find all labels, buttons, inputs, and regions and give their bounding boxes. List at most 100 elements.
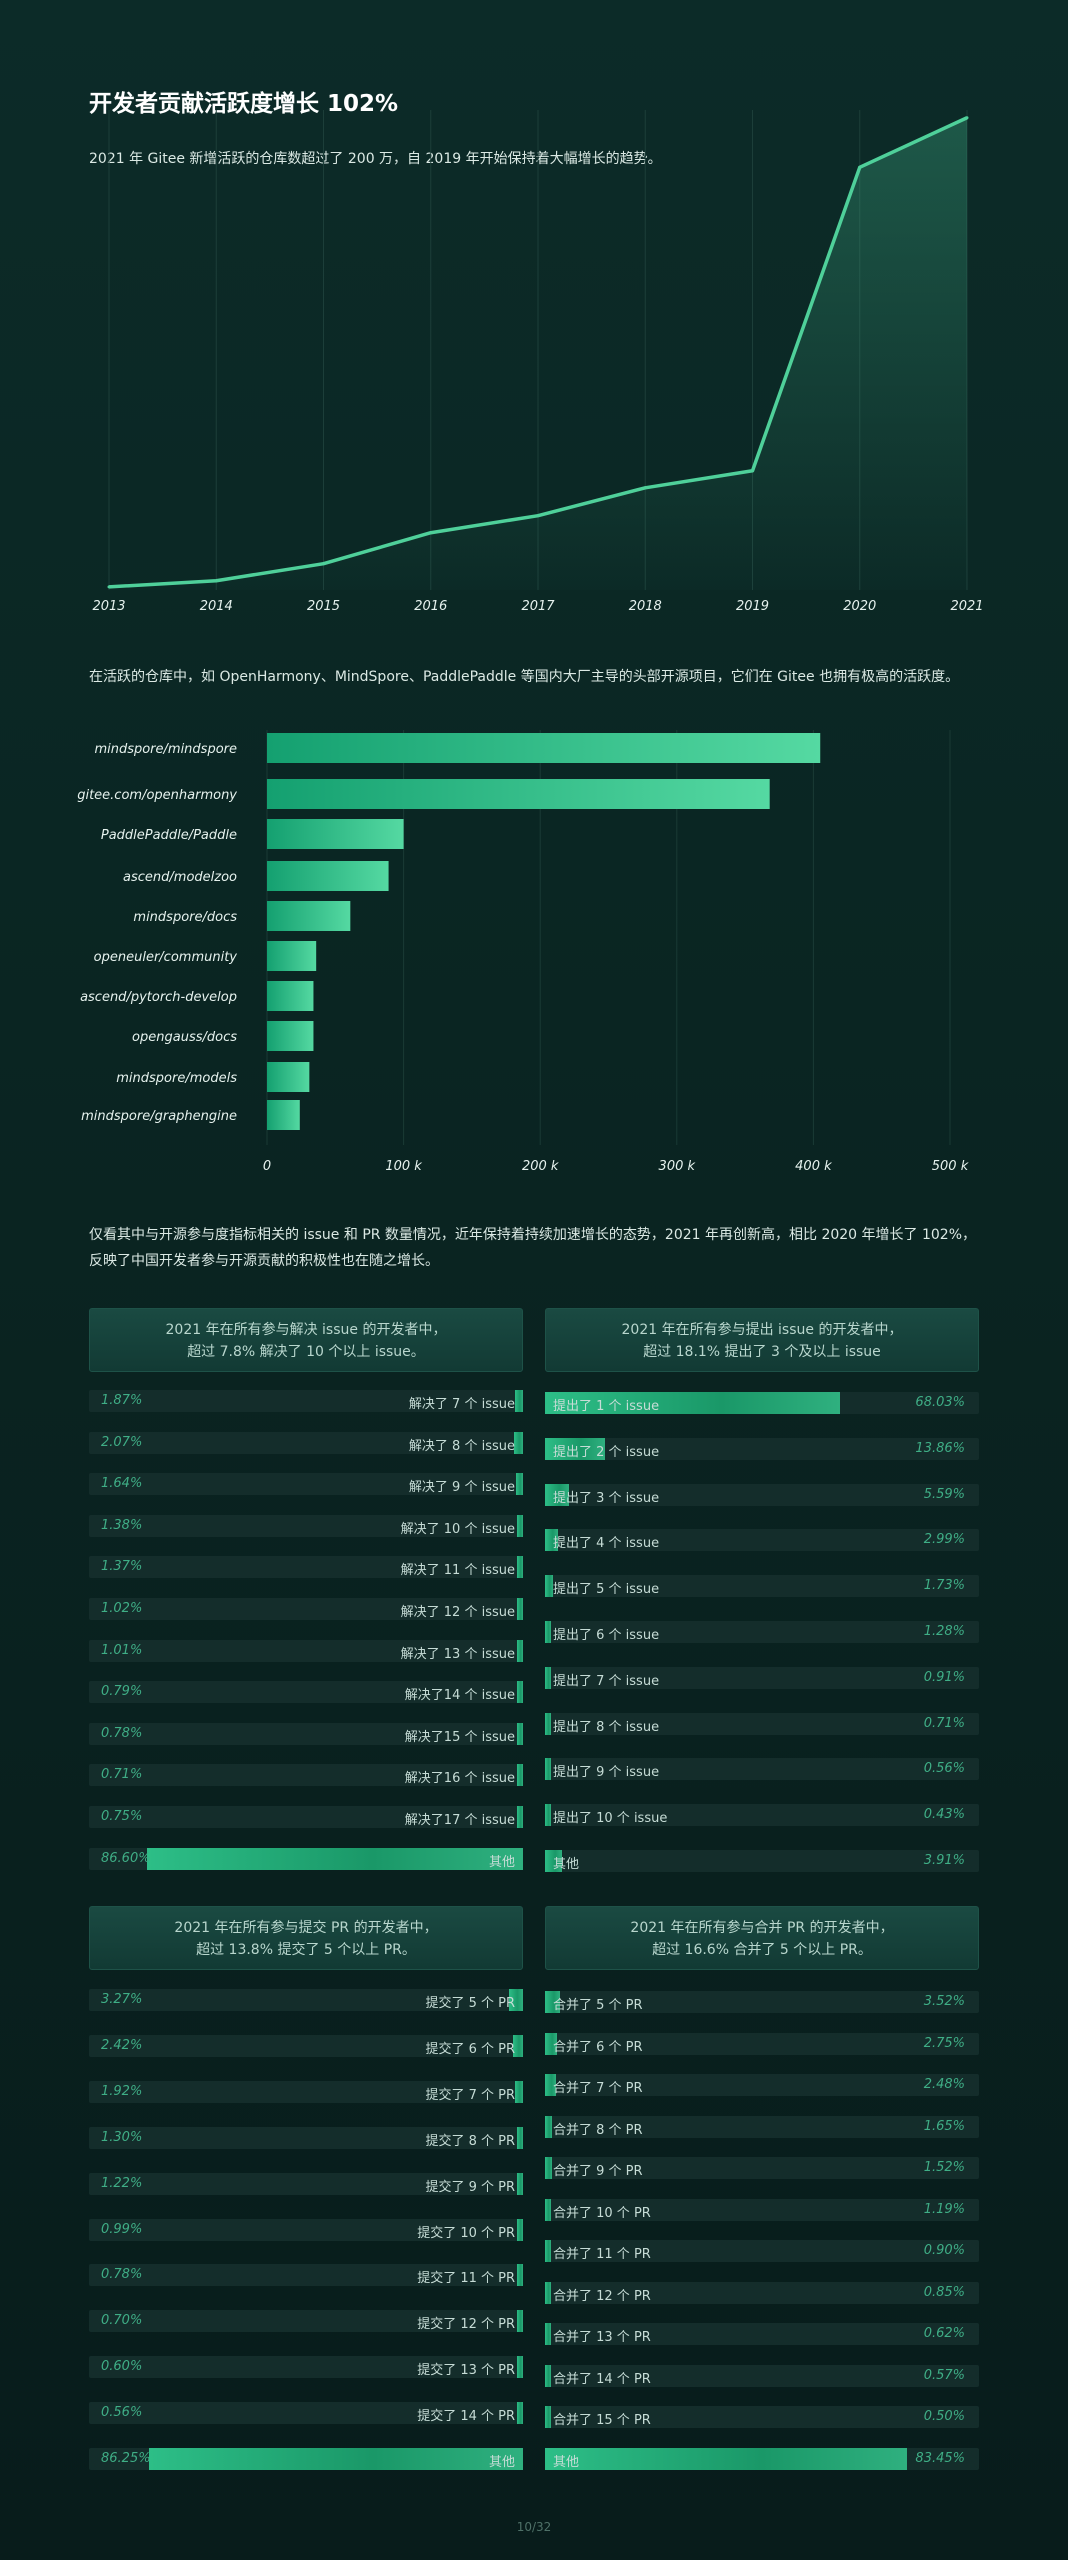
bar-chart-category-label: opengauss/docs	[132, 1030, 237, 1045]
distribution-row: 0.78% 提交了 11 个 PR	[89, 2264, 523, 2287]
distribution-label: 提出了 4 个 issue	[553, 1536, 660, 1552]
distribution-row: 1.19% 合并了 10 个 PR	[545, 2198, 979, 2221]
distribution-row: 0.90% 合并了 11 个 PR	[545, 2240, 979, 2262]
distribution-label: 合并了 14 个 PR	[553, 2371, 651, 2387]
distribution-label: 提出了 1 个 issue	[553, 1399, 660, 1414]
line-chart-point	[536, 514, 540, 518]
distribution-bar	[512, 2034, 523, 2057]
distribution-bar	[517, 1806, 523, 1828]
distribution-label: 其他	[488, 2455, 515, 2470]
distribution-bar	[545, 2157, 552, 2179]
distribution-label: 合并了 9 个 PR	[553, 2164, 643, 2179]
distribution-percent: 0.71%	[101, 1767, 143, 1783]
distribution-bar	[545, 2032, 557, 2055]
distribution-label: 合并了 12 个 PR	[553, 2288, 651, 2304]
distribution-percent: 3.91%	[923, 1853, 965, 1868]
distribution-percent: 0.91%	[923, 1669, 965, 1685]
distribution-percent: 2.42%	[101, 2037, 143, 2053]
distribution-bar	[517, 1514, 523, 1537]
distribution-row: 2.75% 合并了 6 个 PR	[545, 2032, 979, 2055]
distribution-percent: 86.25%	[101, 2451, 151, 2466]
distribution-row: 0.99% 提交了 10 个 PR	[89, 2218, 523, 2241]
distribution-label: 其他	[488, 1854, 515, 1870]
line-chart-x-tick-label: 2013	[92, 599, 125, 614]
distribution-row: 1.64% 解决了 9 个 issue	[89, 1473, 523, 1496]
distribution-bar	[517, 1556, 523, 1579]
distribution-bar	[517, 2356, 523, 2379]
distribution-row: 0.70% 提交了 12 个 PR	[89, 2310, 523, 2333]
distribution-percent: 0.50%	[923, 2409, 965, 2424]
distribution-bar	[545, 1666, 551, 1689]
distribution-row: 86.60% 其他	[89, 1847, 523, 1870]
distribution-row: 0.56% 提出了 9 个 issue	[545, 1758, 979, 1781]
distribution-bar	[517, 2218, 523, 2241]
distribution-bar	[545, 1529, 558, 1552]
issue-submit-header-line-2: 超过 18.1% 提出了 3 个及以上 issue	[643, 1344, 881, 1360]
distribution-bar	[517, 1722, 523, 1745]
distribution-bar	[545, 1804, 551, 1827]
distribution-row: 68.03% 提出了 1 个 issue	[545, 1392, 979, 1414]
distribution-row: 1.92% 提交了 7 个 PR	[89, 2080, 523, 2103]
distribution-bar	[517, 2402, 523, 2425]
distribution-label: 解决了17 个 issue	[404, 1813, 515, 1828]
distribution-label: 解决了16 个 issue	[404, 1771, 515, 1787]
distribution-percent: 0.90%	[923, 2243, 965, 2258]
bar-chart-bar	[267, 901, 351, 931]
bar-chart-bar	[267, 1021, 314, 1051]
distribution-bar	[545, 2323, 551, 2345]
distribution-bar	[545, 1712, 551, 1735]
line-chart-x-tick-label: 2018	[629, 599, 662, 614]
distribution-bar	[545, 1991, 561, 2013]
distribution-bar	[517, 1639, 523, 1662]
distribution-row: 1.38% 解决了 10 个 issue	[89, 1514, 523, 1537]
distribution-bar	[545, 2074, 556, 2096]
head-projects-intro: 在活跃的仓库中，如 OpenHarmony、MindSpore、PaddlePa…	[89, 669, 960, 685]
distribution-percent: 1.30%	[101, 2129, 143, 2145]
line-chart-x-tick-label: 2017	[521, 599, 555, 614]
distribution-row: 1.30% 提交了 8 个 PR	[89, 2126, 523, 2149]
distribution-label: 提交了 14 个 PR	[417, 2409, 515, 2425]
distribution-percent: 0.71%	[923, 1715, 965, 1731]
distribution-row: 2.42% 提交了 6 个 PR	[89, 2034, 523, 2057]
distribution-row: 0.50% 合并了 15 个 PR	[545, 2406, 979, 2428]
distribution-row: 0.71% 解决了16 个 issue	[89, 1764, 523, 1787]
distribution-percent: 0.78%	[101, 1725, 143, 1741]
distribution-bar	[148, 2448, 523, 2470]
line-chart-x-tick-label: 2014	[200, 599, 233, 614]
bar-chart-category-label: mindspore/models	[116, 1071, 237, 1086]
issue-pr-intro: 仅看其中与开源参与度指标相关的 issue 和 PR 数量情况，近年保持着持续加…	[89, 1222, 976, 1274]
distribution-row: 1.65% 合并了 8 个 PR	[545, 2115, 979, 2138]
distribution-bar	[514, 1390, 523, 1412]
distribution-percent: 2.48%	[923, 2077, 965, 2092]
line-chart-point	[858, 165, 862, 169]
distribution-bar	[545, 2240, 551, 2262]
distribution-label: 提交了 8 个 PR	[425, 2133, 515, 2149]
distribution-label: 合并了 6 个 PR	[553, 2039, 643, 2055]
bar-chart-bar	[267, 779, 770, 809]
bar-chart-category-label: openeuler/community	[94, 950, 238, 965]
distribution-label: 解决了15 个 issue	[404, 1729, 515, 1745]
distribution-bar	[517, 1764, 523, 1787]
repo-growth-area-chart: 2013 2014 2015 2016 2017 2018 2019 2020 2021	[92, 110, 984, 614]
distribution-percent: 0.56%	[923, 1761, 965, 1777]
issue-pr-intro-line-2: 反映了中国开发者参与开源贡献的积极性也在随之增长。	[89, 1253, 439, 1269]
distribution-percent: 2.07%	[101, 1434, 143, 1450]
distribution-percent: 0.56%	[101, 2405, 143, 2421]
distribution-percent: 0.75%	[101, 1809, 143, 1824]
distribution-percent: 1.92%	[101, 2083, 143, 2099]
distribution-row: 0.71% 提出了 8 个 issue	[545, 1712, 979, 1735]
distribution-bar	[147, 1847, 523, 1870]
distribution-percent: 0.62%	[923, 2326, 965, 2341]
distribution-row: 0.62% 合并了 13 个 PR	[545, 2323, 979, 2345]
distribution-row: 5.59% 提出了 3 个 issue	[545, 1483, 979, 1506]
distribution-label: 合并了 13 个 PR	[553, 2330, 651, 2345]
distribution-percent: 0.60%	[101, 2359, 143, 2375]
distribution-row: 2.48% 合并了 7 个 PR	[545, 2074, 979, 2096]
distribution-percent: 0.70%	[101, 2313, 143, 2329]
distribution-percent: 3.52%	[923, 1994, 965, 2009]
distribution-label: 解决了 13 个 issue	[400, 1646, 515, 1662]
distribution-label: 合并了 7 个 PR	[553, 2081, 643, 2096]
distribution-row: 0.79% 解决了14 个 issue	[89, 1681, 523, 1704]
distribution-row: 0.78% 解决了15 个 issue	[89, 1722, 523, 1745]
distribution-percent: 1.19%	[923, 2201, 965, 2217]
